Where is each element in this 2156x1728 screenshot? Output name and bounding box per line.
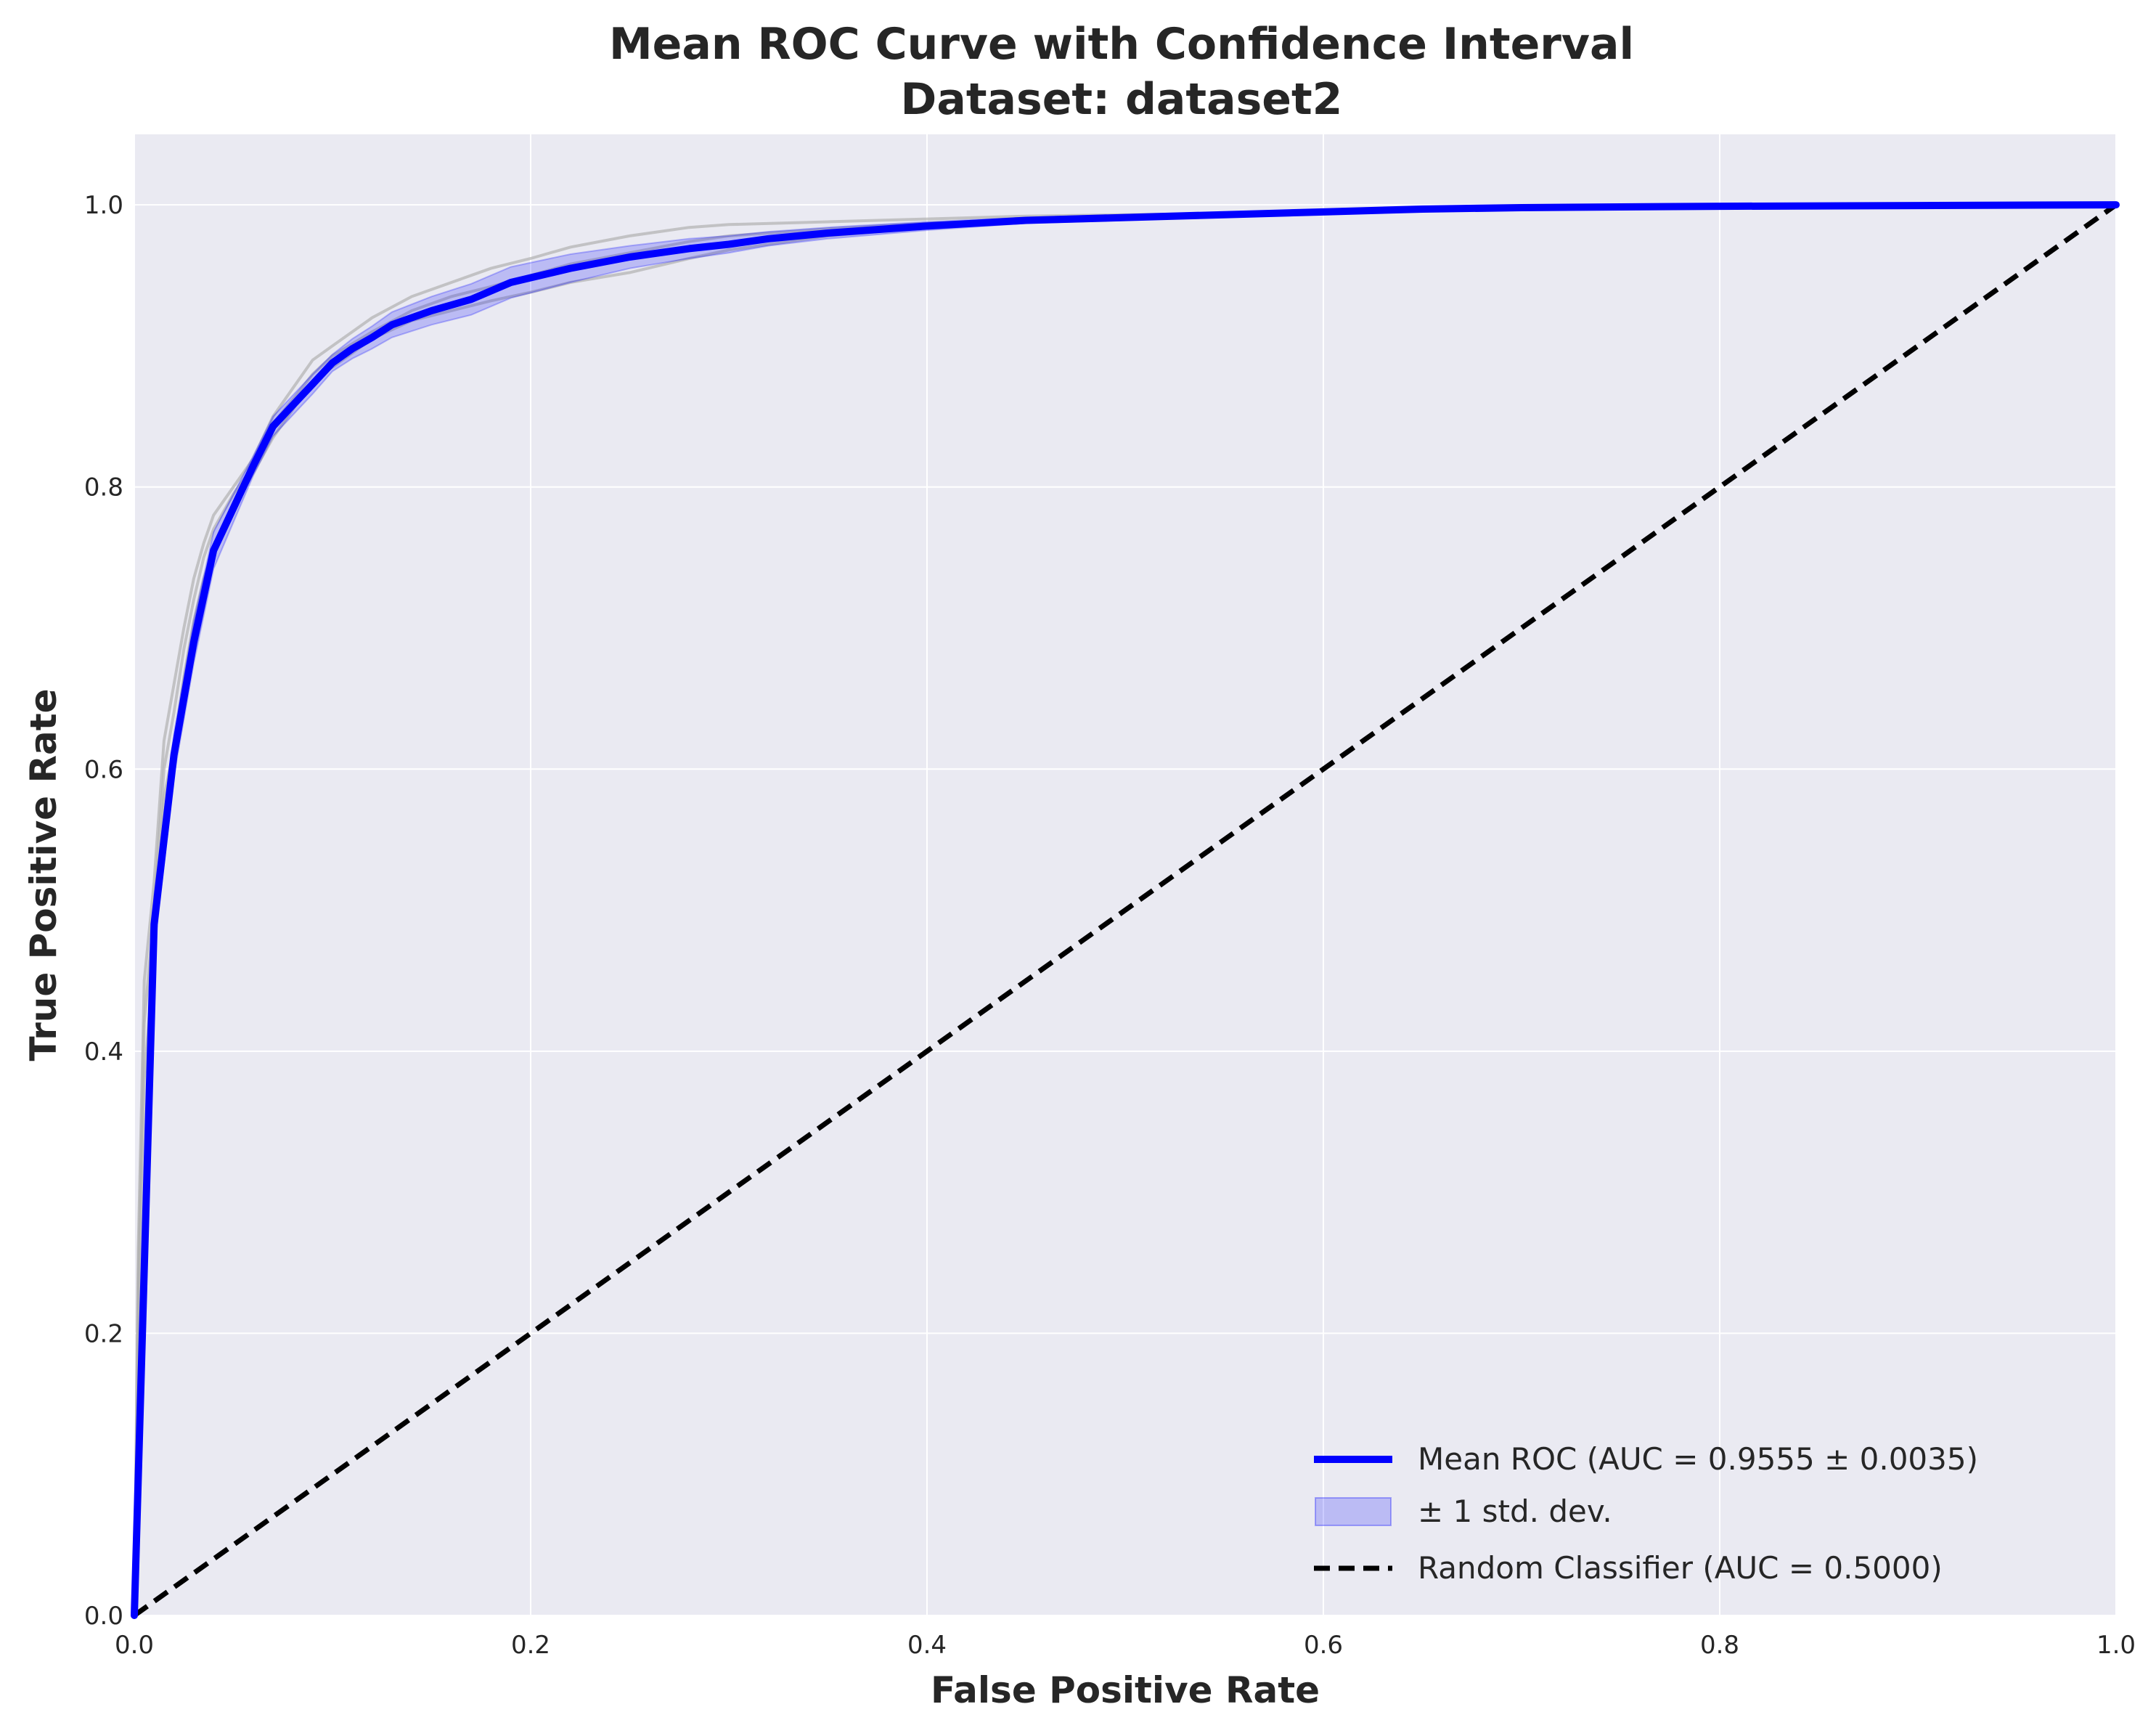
- x-tick-labels: 0.0 0.2 0.4 0.6 0.8 1.0: [115, 1631, 2136, 1660]
- random-line: [132, 203, 2118, 1618]
- legend-band-label: ± 1 std. dev.: [1418, 1493, 1612, 1529]
- plot-background: [134, 134, 2116, 1615]
- fold-roc-line: [133, 211, 1225, 1616]
- chart-subtitle: Dataset: dataset2: [901, 74, 1343, 125]
- y-tick-label: 0.0: [84, 1602, 123, 1631]
- legend-random-label: Random Classifier (AUC = 0.5000): [1418, 1550, 1943, 1586]
- x-tick-label: 1.0: [2096, 1631, 2136, 1660]
- legend-mean-label: Mean ROC (AUC = 0.9555 ± 0.0035): [1418, 1441, 1978, 1477]
- mean-roc-line: [131, 201, 2120, 1619]
- y-tick-label: 0.2: [84, 1319, 123, 1348]
- y-tick-label: 0.4: [84, 1038, 123, 1067]
- legend-band-swatch: [1315, 1497, 1392, 1526]
- x-tick-label: 0.6: [1304, 1631, 1343, 1660]
- legend: Mean ROC (AUC = 0.9555 ± 0.0035) ± 1 std…: [1314, 1441, 1978, 1586]
- y-tick-label: 1.0: [84, 191, 123, 220]
- chart-title: Mean ROC Curve with Confidence Interval: [609, 19, 1634, 70]
- y-tick-label: 0.6: [84, 755, 123, 784]
- x-tick-label: 0.0: [115, 1631, 154, 1660]
- random-classifier-line: [132, 203, 2118, 1618]
- y-tick-label: 0.8: [84, 473, 123, 502]
- x-axis-label: False Positive Rate: [931, 1669, 1320, 1711]
- x-tick-label: 0.8: [1700, 1631, 1739, 1660]
- x-tick-label: 0.4: [907, 1631, 947, 1660]
- mean-roc-line-path: [131, 201, 2120, 1619]
- fold-roc-line: [133, 211, 1225, 1616]
- y-axis-label: True Positive Rate: [23, 688, 65, 1061]
- x-tick-label: 0.2: [511, 1631, 550, 1660]
- y-tick-labels: 0.0 0.2 0.4 0.6 0.8 1.0: [84, 191, 123, 1631]
- grid-lines: [134, 134, 2117, 1616]
